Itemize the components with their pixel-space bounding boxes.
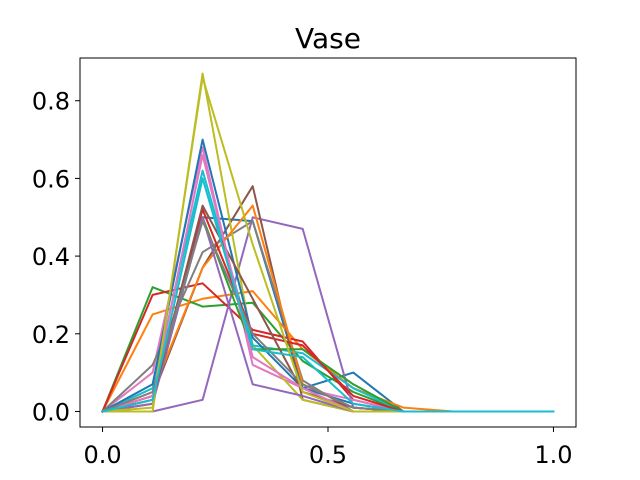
y-tick-label: 0.0 <box>32 398 70 426</box>
axes-layer: 0.0 0.5 1.0 0.0 0.2 0.4 0.6 0.8 <box>32 57 577 469</box>
x-tick-label: 0.5 <box>309 441 347 469</box>
series-layer <box>101 72 555 413</box>
x-tick-label: 1.0 <box>534 441 572 469</box>
series-line-20 <box>101 177 555 413</box>
y-tick-label: 0.2 <box>32 321 70 349</box>
y-tick-label: 0.4 <box>32 243 70 271</box>
chart-title: Vase <box>295 22 361 55</box>
y-tick-label: 0.6 <box>32 165 70 193</box>
y-tick-label: 0.8 <box>32 88 70 116</box>
x-tick-label: 0.0 <box>83 441 121 469</box>
